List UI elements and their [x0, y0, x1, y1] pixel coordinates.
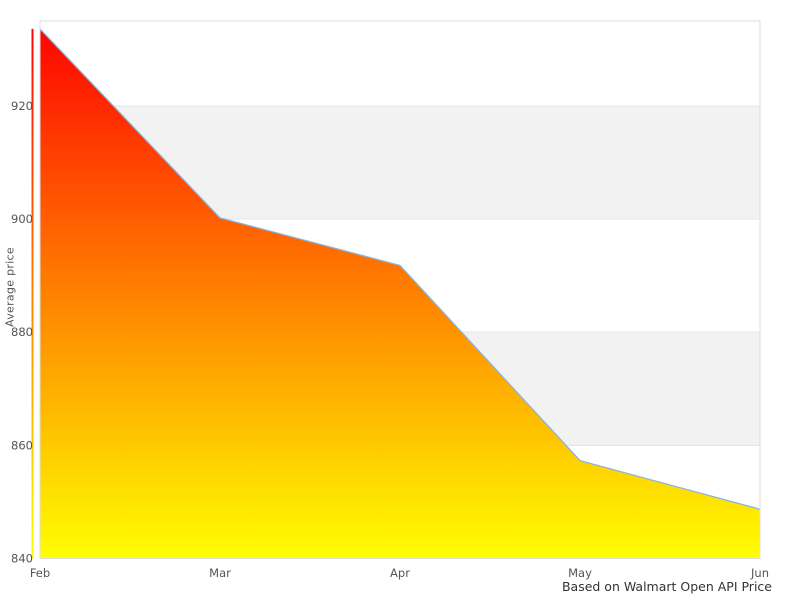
y-tick-label: 920	[11, 99, 33, 113]
y-tick-label: 880	[11, 325, 33, 339]
y-tick-label: 840	[11, 552, 33, 566]
price-area-series	[40, 28, 760, 559]
x-tick-label: Feb	[30, 566, 50, 580]
y-axis-title: Average price	[3, 247, 17, 327]
x-tick-label: Jun	[750, 566, 769, 580]
x-tick-label: Apr	[390, 566, 410, 580]
price-line-series	[39, 28, 761, 510]
area-left-edge-sliver	[31, 28, 34, 559]
y-tick-label: 900	[11, 212, 33, 226]
x-tick-label: May	[568, 566, 592, 580]
plot-border	[39, 20, 761, 559]
x-tick-label: Mar	[209, 566, 231, 580]
chart-caption: Based on Walmart Open API Price	[561, 579, 772, 594]
y-tick-label: 860	[11, 438, 33, 452]
